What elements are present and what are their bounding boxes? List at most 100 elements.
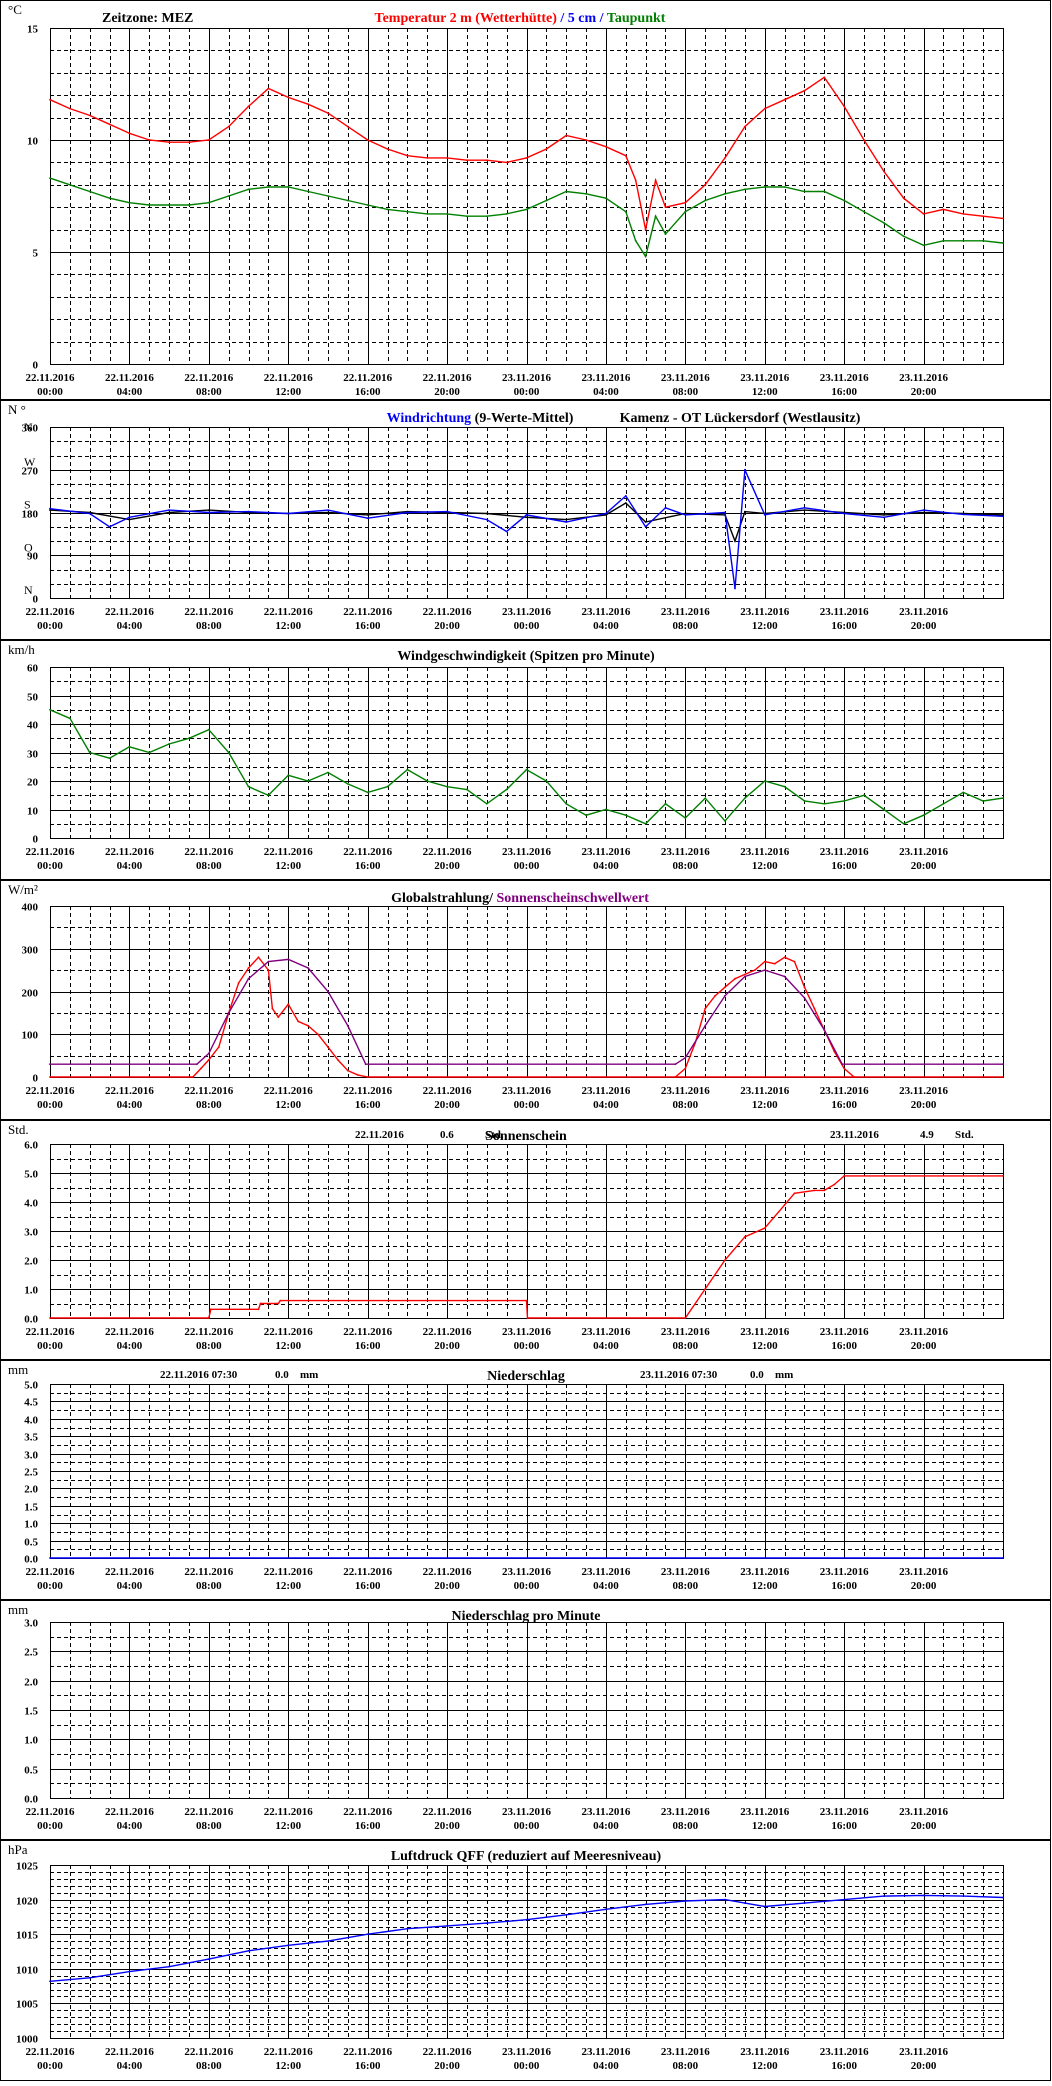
data-point xyxy=(49,507,51,510)
compass-label: O xyxy=(24,540,33,554)
y-tick-label: 1025 xyxy=(16,1861,39,1873)
y-tick-label: 1010 xyxy=(16,1965,39,1977)
data-point xyxy=(446,157,448,159)
compass-label: N xyxy=(24,420,33,434)
series-line-global_radiation-0 xyxy=(50,956,1003,1078)
daily-total-date: 23.11.2016 07:30 xyxy=(640,1369,718,1381)
data-point xyxy=(307,967,309,969)
x-tick-time: 00:00 xyxy=(514,386,540,398)
data-point xyxy=(863,139,865,141)
data-point xyxy=(922,814,925,817)
data-point xyxy=(247,1949,250,1952)
data-point xyxy=(922,509,925,511)
data-point xyxy=(704,199,707,202)
data-point xyxy=(1002,1063,1004,1066)
x-tick-time: 08:00 xyxy=(672,860,698,872)
x-tick-time: 04:00 xyxy=(117,1820,143,1832)
data-point xyxy=(525,1918,528,1921)
x-tick-time: 08:00 xyxy=(196,386,222,398)
x-tick-time: 16:00 xyxy=(355,1820,381,1832)
data-point xyxy=(196,1063,198,1066)
data-point xyxy=(962,239,965,242)
y-tick-label: 270 xyxy=(22,466,39,478)
data-point xyxy=(207,201,210,204)
data-point xyxy=(843,105,846,108)
x-tick-time: 04:00 xyxy=(593,860,619,872)
data-point xyxy=(644,521,647,523)
x-tick-date: 23.11.2016 xyxy=(740,1566,789,1578)
data-point xyxy=(883,516,885,519)
data-point xyxy=(406,1927,409,1930)
data-point xyxy=(654,215,657,218)
series-line-wind_speed-0 xyxy=(49,709,1004,825)
x-tick-date: 22.11.2016 xyxy=(423,1085,472,1097)
x-tick-date: 23.11.2016 xyxy=(661,2046,710,2058)
series-line-global_radiation-1 xyxy=(674,956,855,1078)
plot-frame xyxy=(50,427,1004,599)
x-tick-time: 16:00 xyxy=(831,1580,857,1592)
data-point xyxy=(585,814,587,817)
x-tick-date: 23.11.2016 xyxy=(661,1806,710,1818)
x-tick-date: 23.11.2016 xyxy=(502,846,551,858)
chart-title: Windgeschwindigkeit (Spitzen pro Minute) xyxy=(397,649,655,664)
data-point xyxy=(644,1903,647,1906)
data-point xyxy=(684,210,687,213)
data-point xyxy=(605,512,607,515)
x-tick-date: 23.11.2016 xyxy=(581,1085,630,1097)
data-point xyxy=(267,186,270,188)
x-tick-date: 22.11.2016 xyxy=(343,1085,392,1097)
x-tick-date: 22.11.2016 xyxy=(105,2046,154,2058)
x-tick-date: 22.11.2016 xyxy=(343,1806,392,1818)
data-point xyxy=(843,1175,846,1177)
data-point xyxy=(277,1016,280,1018)
data-point xyxy=(364,1063,367,1066)
x-tick-time: 04:00 xyxy=(117,620,143,632)
unit-label: mm xyxy=(8,1602,28,1617)
x-tick-date: 23.11.2016 xyxy=(581,372,630,384)
data-point xyxy=(634,179,637,182)
x-tick-date: 23.11.2016 xyxy=(502,2046,551,2058)
x-tick-time: 20:00 xyxy=(911,1340,937,1352)
y-tick-label: 0 xyxy=(33,834,39,846)
data-point xyxy=(287,512,290,515)
data-point xyxy=(207,1317,210,1319)
data-point xyxy=(346,1069,349,1072)
x-tick-date: 23.11.2016 xyxy=(820,846,869,858)
plot-frame xyxy=(50,667,1004,839)
data-point xyxy=(356,1074,359,1076)
compass-label: N xyxy=(24,583,33,597)
data-point xyxy=(505,213,508,215)
x-tick-time: 00:00 xyxy=(37,860,63,872)
x-tick-date: 23.11.2016 xyxy=(581,1326,630,1338)
x-tick-date: 22.11.2016 xyxy=(423,1326,472,1338)
data-point xyxy=(942,802,945,805)
data-point xyxy=(962,791,965,794)
panel-frame xyxy=(0,880,1051,1120)
x-tick-time: 04:00 xyxy=(593,1580,619,1592)
data-point xyxy=(565,1913,568,1916)
daily-total-value: 0.6 xyxy=(440,1129,454,1141)
data-point xyxy=(863,794,865,797)
x-tick-date: 23.11.2016 xyxy=(820,1806,869,1818)
data-point xyxy=(644,822,647,825)
x-tick-time: 16:00 xyxy=(831,1340,857,1352)
x-tick-time: 08:00 xyxy=(672,1340,698,1352)
x-tick-time: 00:00 xyxy=(37,1340,63,1352)
x-tick-date: 23.11.2016 xyxy=(581,606,630,618)
x-tick-date: 22.11.2016 xyxy=(105,1326,154,1338)
y-tick-label: 2.0 xyxy=(24,1256,38,1268)
data-point xyxy=(307,190,309,193)
data-point xyxy=(684,1900,687,1902)
data-point xyxy=(49,1076,51,1078)
y-tick-label: 0.0 xyxy=(24,1794,38,1806)
data-point xyxy=(704,183,707,186)
panel-pressure: 1000 1005 1010 1015 1020 1025 hPa Luftdruck QFF… xyxy=(0,1840,1051,2081)
y-tick-label: 5.0 xyxy=(24,1169,38,1181)
x-tick-date: 23.11.2016 xyxy=(899,606,948,618)
x-tick-time: 16:00 xyxy=(831,1820,857,1832)
chart-title: Niederschlag xyxy=(487,1369,565,1384)
data-point xyxy=(69,107,71,110)
data-point xyxy=(883,808,885,811)
data-point xyxy=(724,820,726,822)
data-point xyxy=(624,210,627,213)
